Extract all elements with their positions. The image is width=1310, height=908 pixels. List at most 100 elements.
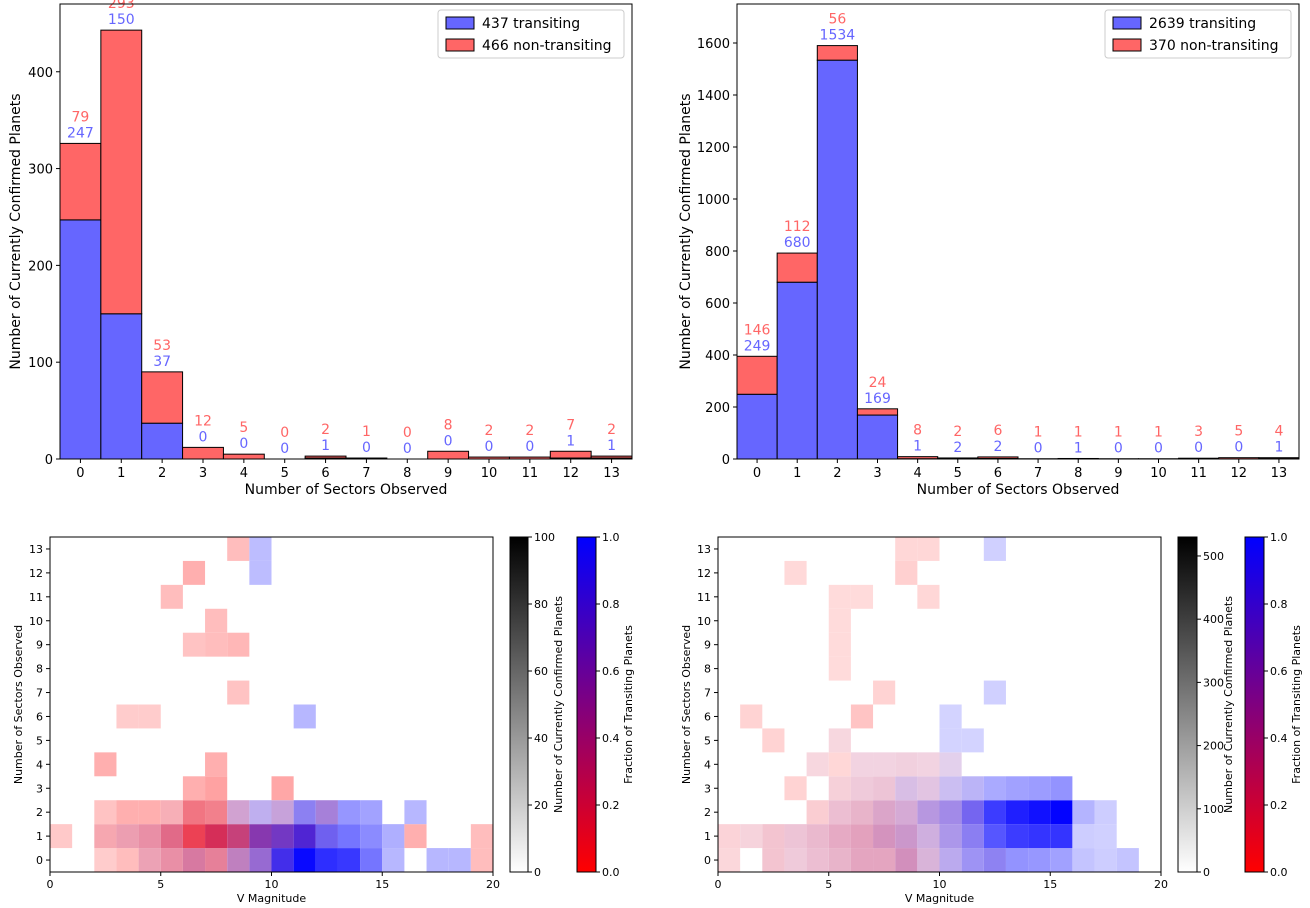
heatmap-cell <box>718 848 741 872</box>
heatmap-cell <box>116 848 139 872</box>
heatmap-cell <box>227 848 250 872</box>
x-tick-label: 4 <box>914 466 922 481</box>
count-colorbar-label: Number of Currently Confirmed Planets <box>552 596 565 813</box>
legend-swatch-transiting <box>1112 16 1142 30</box>
legend-box <box>437 9 625 59</box>
heatmap-cell <box>337 824 361 849</box>
data-label-transiting: 680 <box>784 235 811 251</box>
y-tick-label: 1 <box>36 830 43 843</box>
heatmap-cell <box>939 824 962 849</box>
heatmap-cell <box>873 680 896 705</box>
bar-non-transiting <box>100 29 143 315</box>
colorbar-tick-label: 200 <box>1203 740 1224 753</box>
data-label-transiting: 1 <box>913 439 922 455</box>
heatmap-cell <box>382 824 405 849</box>
heatmap-cell <box>873 776 896 801</box>
heatmap-cell <box>939 752 962 777</box>
heatmap-cell <box>806 824 829 849</box>
colorbar-tick-label: 20 <box>534 799 548 812</box>
heatmap-cell <box>227 632 250 657</box>
x-tick-label: 6 <box>994 466 1002 481</box>
y-tick-label: 1400 <box>697 89 730 104</box>
colorbar-tick-label: 1.0 <box>1270 531 1288 544</box>
heatmap-cell <box>205 776 228 801</box>
data-label-non-transiting: 1 <box>1074 424 1083 440</box>
heatmap-cell <box>939 728 962 753</box>
x-tick-label: 5 <box>954 466 962 481</box>
heatmap-cell <box>983 800 1006 825</box>
y-tick-label: 400 <box>28 66 53 81</box>
bar-transiting <box>856 414 899 460</box>
x-tick-label: 0 <box>47 878 54 891</box>
heatmap-cell <box>917 752 940 777</box>
heatmap-cell <box>784 848 807 872</box>
colorbar-tick-label: 60 <box>534 665 548 678</box>
x-tick-label: 0 <box>76 466 84 481</box>
y-tick-label: 8 <box>36 663 43 676</box>
heatmap-cell <box>784 776 807 801</box>
data-label-non-transiting: 146 <box>744 322 771 338</box>
x-tick-label: 20 <box>486 878 500 891</box>
x-tick-label: 9 <box>444 466 452 481</box>
heatmap-cell <box>182 632 206 657</box>
heatmap-cell <box>917 848 940 872</box>
data-label-transiting: 0 <box>1034 441 1043 457</box>
heatmap-cell <box>138 800 161 825</box>
colorbar-tick-label: 0.8 <box>1270 598 1288 611</box>
y-tick-label: 7 <box>704 687 711 700</box>
heatmap-cell <box>895 560 918 585</box>
x-tick-label: 10 <box>933 878 947 891</box>
bar-transiting <box>816 59 858 460</box>
heatmap-cell <box>1050 848 1073 872</box>
heatmap-cell <box>917 537 940 561</box>
heatmap-cell <box>271 800 294 825</box>
x-axis-label: V Magnitude <box>905 892 975 905</box>
axes-frame <box>59 3 633 460</box>
heatmap-cell <box>983 537 1006 561</box>
heatmap-cell <box>404 800 427 825</box>
colorbar-tick-label: 0.6 <box>1270 665 1288 678</box>
heatmap-cell <box>806 848 829 872</box>
data-label-transiting: 169 <box>864 391 891 407</box>
colorbar-tick-label: 0.2 <box>1270 799 1288 812</box>
heatmap-cell <box>895 537 918 561</box>
heatmap-cell <box>94 848 117 872</box>
data-label-transiting: 1 <box>566 433 575 449</box>
colorbar-tick-label: 400 <box>1203 613 1224 626</box>
heatmap-cell <box>205 632 228 657</box>
x-tick-label: 5 <box>281 466 289 481</box>
heatmap-cell <box>205 800 228 825</box>
y-tick-label: 0 <box>36 854 43 867</box>
y-tick-label: 600 <box>705 297 730 312</box>
heatmap-cell <box>740 704 763 729</box>
heatmap-cell <box>1050 824 1073 849</box>
heatmap-cell <box>94 752 117 777</box>
data-label-non-transiting: 8 <box>913 423 922 439</box>
heatmap-cell <box>1116 848 1139 872</box>
colorbar-tick-label: 40 <box>534 732 548 745</box>
heatmap-cell <box>873 752 896 777</box>
heatmap-cell <box>983 824 1006 849</box>
y-tick-label: 2 <box>704 806 711 819</box>
heatmap-cell <box>50 824 73 849</box>
colorbar-tick-label: 300 <box>1203 676 1224 689</box>
heatmap-cell <box>850 704 874 729</box>
data-label-non-transiting: 56 <box>828 12 846 28</box>
x-tick-label: 11 <box>522 466 539 481</box>
heatmap-cell <box>895 776 918 801</box>
heatmap-cell <box>138 824 161 849</box>
colorbar-tick-label: 0.0 <box>602 866 620 879</box>
y-tick-label: 1600 <box>697 37 730 52</box>
heatmap-cell <box>828 584 851 609</box>
heatmap-cell <box>293 800 316 825</box>
data-label-non-transiting: 2 <box>321 422 330 438</box>
bar-non-transiting <box>856 408 899 416</box>
bar-non-transiting <box>937 457 979 459</box>
x-tick-label: 10 <box>481 466 498 481</box>
heatmap-cell <box>1072 824 1095 849</box>
heatmap-cell <box>762 824 785 849</box>
x-axis-label: Number of Sectors Observed <box>245 482 448 498</box>
heatmap-cell <box>1072 848 1095 872</box>
colorbar-tick-label: 100 <box>534 531 555 544</box>
heatmap-cell <box>182 848 206 872</box>
